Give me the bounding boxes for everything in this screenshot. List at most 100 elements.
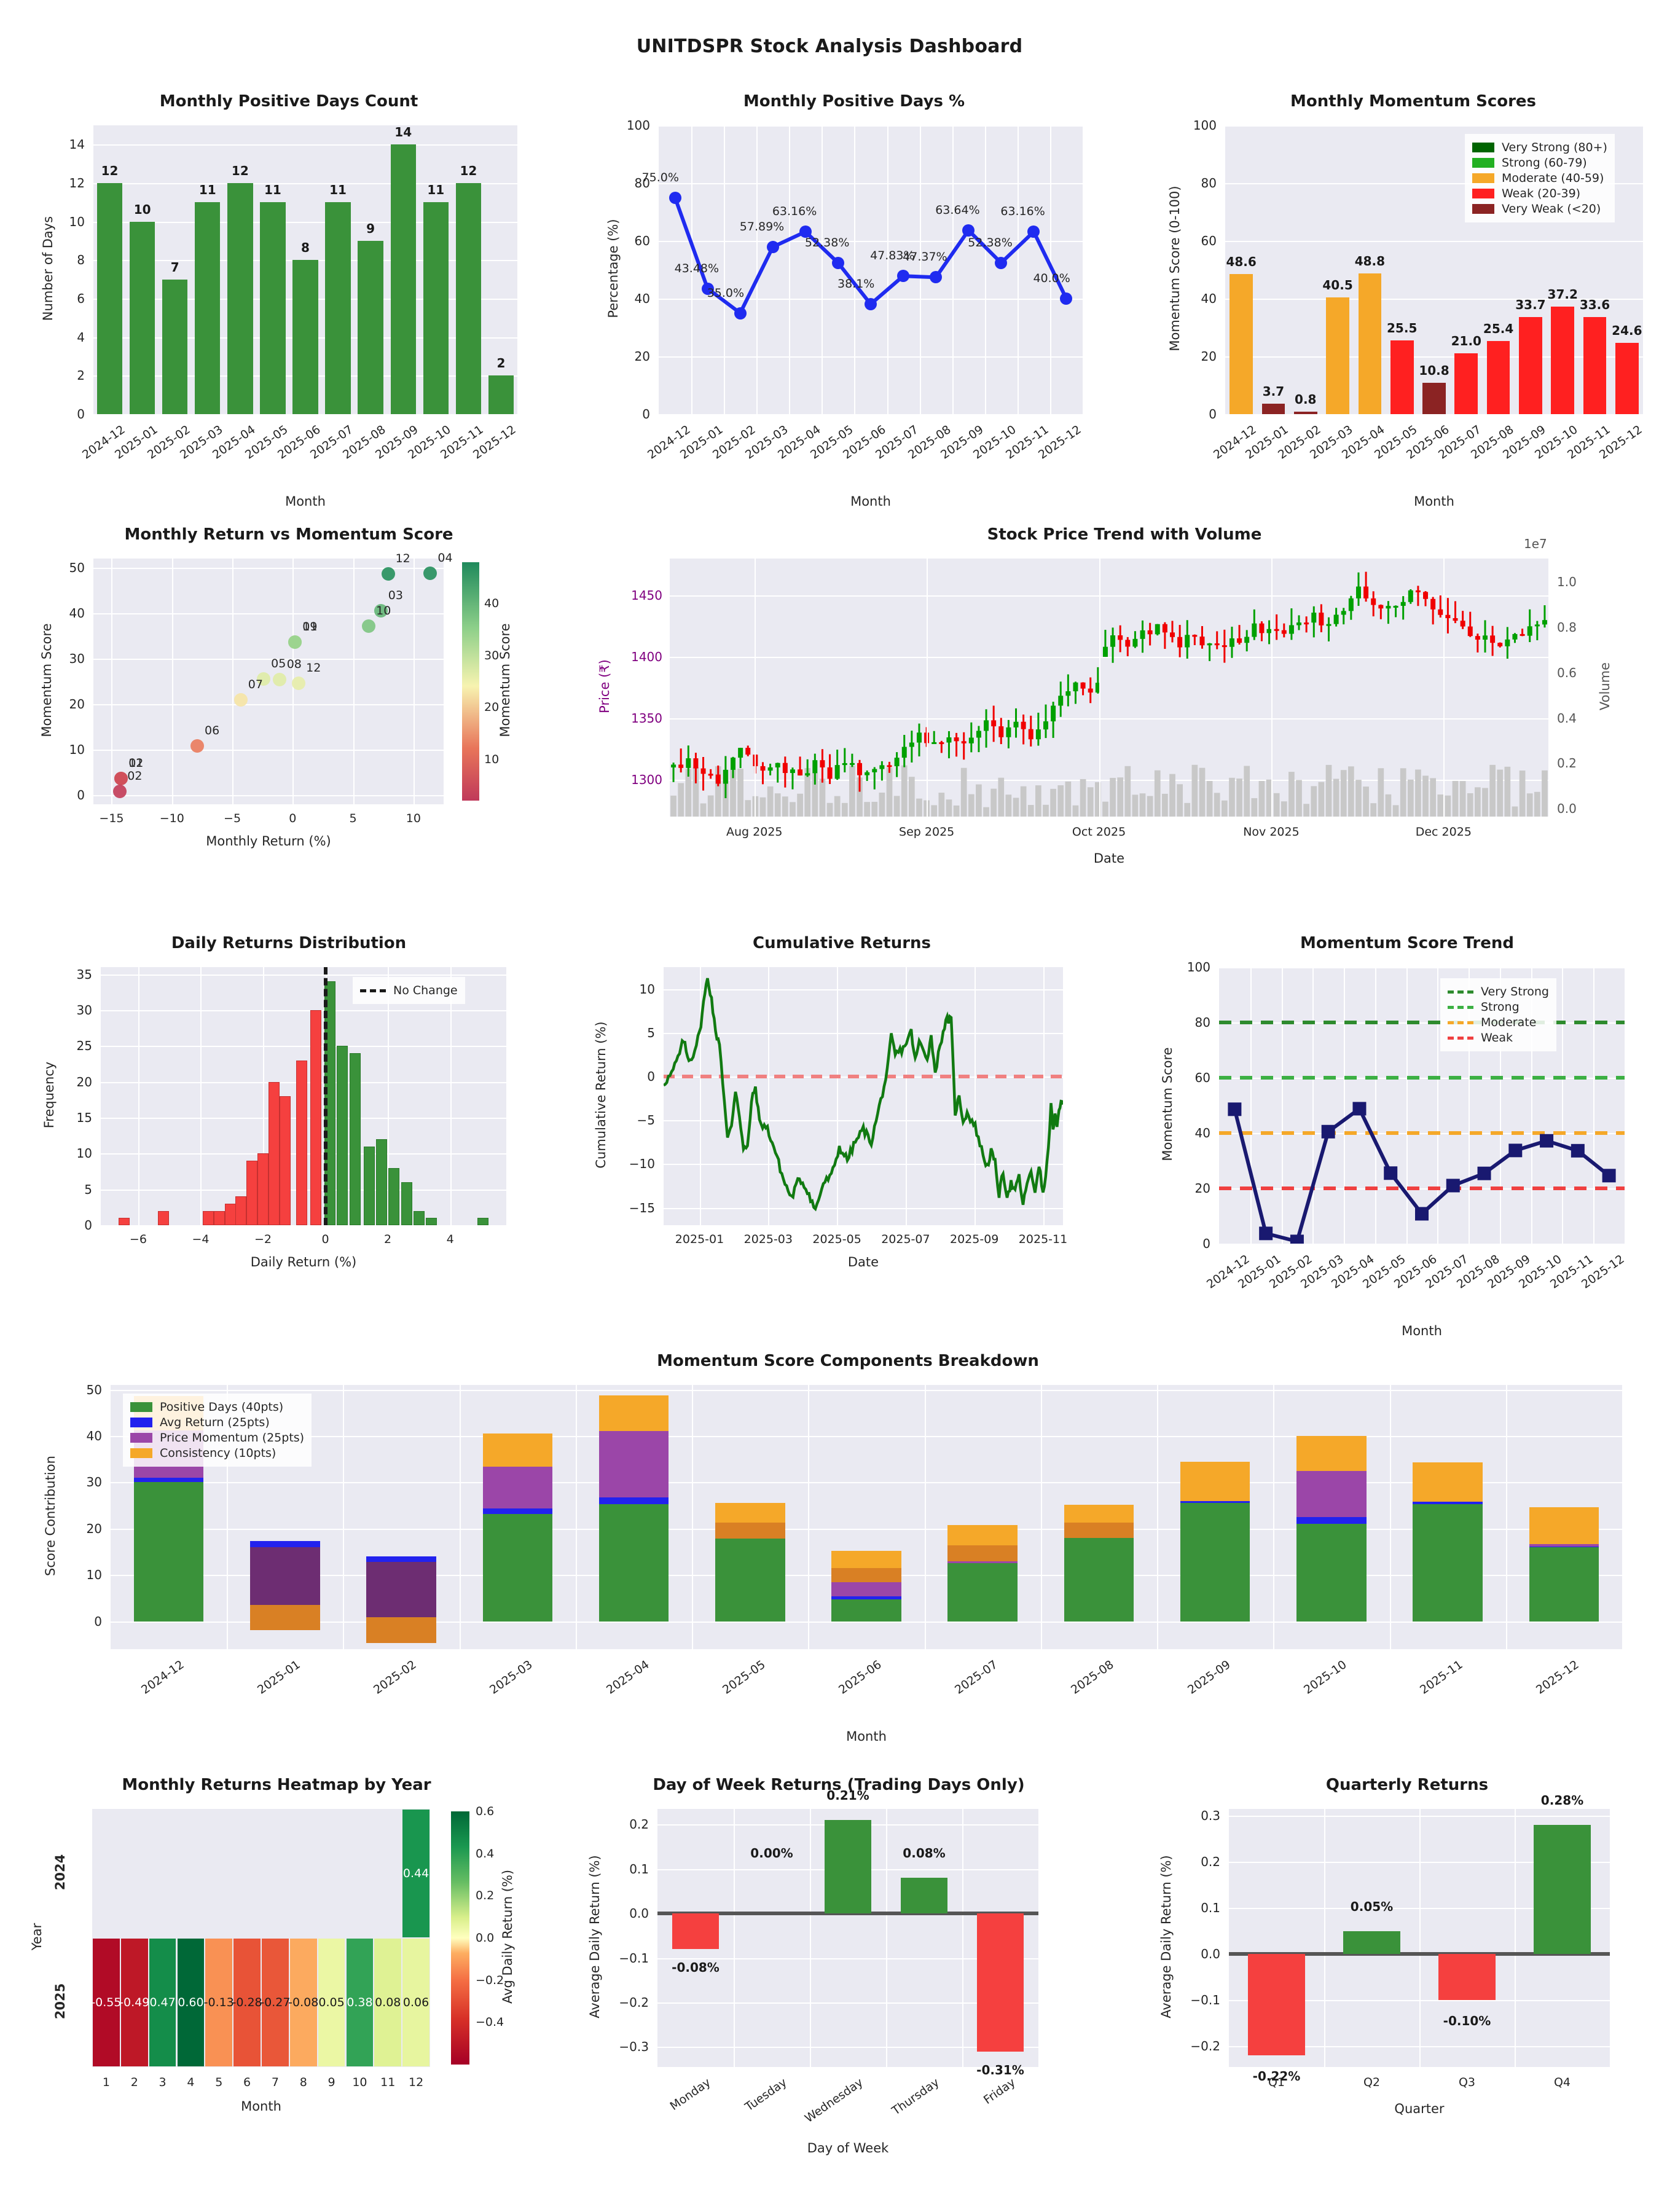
panel-title: Stock Price Trend with Volume [987,525,1262,544]
panel-positive-days-pct: Monthly Positive Days % 0 20 40 60 80 100 75.0… [602,92,1106,522]
stacked-segment [1529,1543,1599,1547]
price-axis-tick: 1300 [631,772,662,787]
scatter-point-label: 11 [302,620,318,634]
x-axis-tick: 2 [130,2076,138,2089]
heatmap-cell: -0.49 [119,1939,149,2066]
bar-value-label: 0.00% [750,1846,793,1861]
y-axis-tick: 20 [86,1521,102,1536]
y-axis-tick: 0.2 [629,1817,649,1832]
panel-title: Daily Returns Distribution [171,934,407,952]
gridline-v [1043,967,1045,1225]
panel-title: Momentum Score Trend [1300,934,1515,952]
gridline-v [924,1385,926,1649]
x-axis-tick: Monday [667,2076,713,2114]
scatter-point-label: 05 [271,657,286,671]
y-axis-tick: 50 [69,560,85,575]
bar-value-label: 33.7 [1515,297,1546,312]
candlestick-series [670,559,1548,817]
bar-value-label: 12 [231,163,249,178]
panel-title: Monthly Momentum Scores [1290,92,1537,111]
stacked-segment [1180,1503,1250,1622]
gridline-h [659,414,1083,415]
stacked-segment [482,1508,553,1514]
bar-value-label: 12 [101,163,119,178]
y-axis-label: Percentage (%) [606,219,621,318]
volume-axis-tick: 0.2 [1557,756,1577,771]
heatmap-cell [318,1810,345,1937]
scatter-point-label: 12 [128,756,144,770]
gridline-h [93,183,517,184]
heatmap-cell: 0.08 [374,1939,402,2066]
bar-value-label: 0.8 [1295,392,1317,407]
histogram-bar [203,1210,214,1225]
y-axis-tick: 60 [1194,1070,1210,1085]
bar-value-label: 3.7 [1262,383,1285,399]
gridline-h [1225,241,1643,242]
plot-area [657,1809,1038,2067]
scatter-point [423,566,437,580]
legend-swatch [130,1418,152,1427]
gridline-h [93,750,444,751]
histogram-bar [413,1210,425,1225]
stacked-segment [1529,1546,1599,1548]
gridline-h [1219,1244,1625,1245]
gridline-v [1419,1809,1421,2067]
x-axis-tick: Oct 2025 [1072,825,1126,839]
bar-value-label: 24.6 [1612,323,1642,339]
gridline-v [1515,1809,1516,2067]
histogram-bar [388,1167,400,1225]
heatmap-cell: 0.44 [402,1810,429,1937]
x-axis-tick: 10 [352,2076,367,2089]
y-axis-tick: −15 [629,1200,655,1215]
bar-value-label: 0.05% [1350,1899,1394,1914]
stacked-segment [831,1599,901,1622]
x-axis-tick: 7 [271,2076,279,2089]
data-point [766,240,779,253]
data-point [1027,226,1040,238]
histogram-bar [257,1153,269,1225]
bar [1358,273,1382,414]
gridline-h [93,414,517,415]
x-axis-tick: 2025-06 [836,1658,884,1697]
scatter-point [292,676,306,690]
y-axis-tick: 80 [1194,1015,1210,1030]
gridline-v [263,967,264,1225]
gridline-v [1099,559,1100,817]
x-axis-tick: Aug 2025 [726,825,783,839]
stacked-segment [1296,1470,1367,1517]
gridline-h [1219,1022,1625,1024]
y-axis-label: Frequency [42,1061,57,1129]
gridline-v [952,125,954,414]
gridline-v [1017,125,1019,414]
y-axis-tick: 4 [77,329,85,345]
bar-value-label: 37.2 [1547,287,1578,302]
gridline-v [1593,967,1595,1244]
bar [1454,353,1478,414]
heatmap-cell [374,1810,402,1937]
line-series-svg [659,125,1083,414]
gridline-v [200,967,202,1225]
scatter-point [257,672,271,686]
panel-price-trend: Stock Price Trend with Volume 1300 1350 14… [590,525,1659,894]
colorbar [451,1811,469,2065]
gridline-h [664,1032,1063,1034]
y-axis-tick: 10 [639,981,655,997]
scatter-point-label: 07 [248,677,263,691]
gridline-v [227,1385,229,1649]
x-axis-tick: 2025-12 [1534,1658,1582,1697]
bar-value-label: 7 [170,259,179,275]
x-axis-tick: 2 [384,1233,392,1246]
legend: Positive Days (40pts) Avg Return (25pts) P… [123,1394,312,1467]
price-axis-tick: 1450 [631,588,662,603]
heatmap-cell [120,1810,148,1937]
data-point-label: 57.89% [739,219,785,233]
data-point-label: 40.0% [1033,272,1070,285]
y-axis-tick: 100 [626,118,650,133]
data-point-label: 63.64% [935,203,980,217]
gridline-v [887,125,888,414]
scatter-point [362,619,376,633]
gridline-h [664,1207,1063,1209]
stacked-segment-avg-return [366,1556,436,1563]
stacked-segment [482,1433,553,1467]
y-axis-tick: 12 [69,176,85,190]
